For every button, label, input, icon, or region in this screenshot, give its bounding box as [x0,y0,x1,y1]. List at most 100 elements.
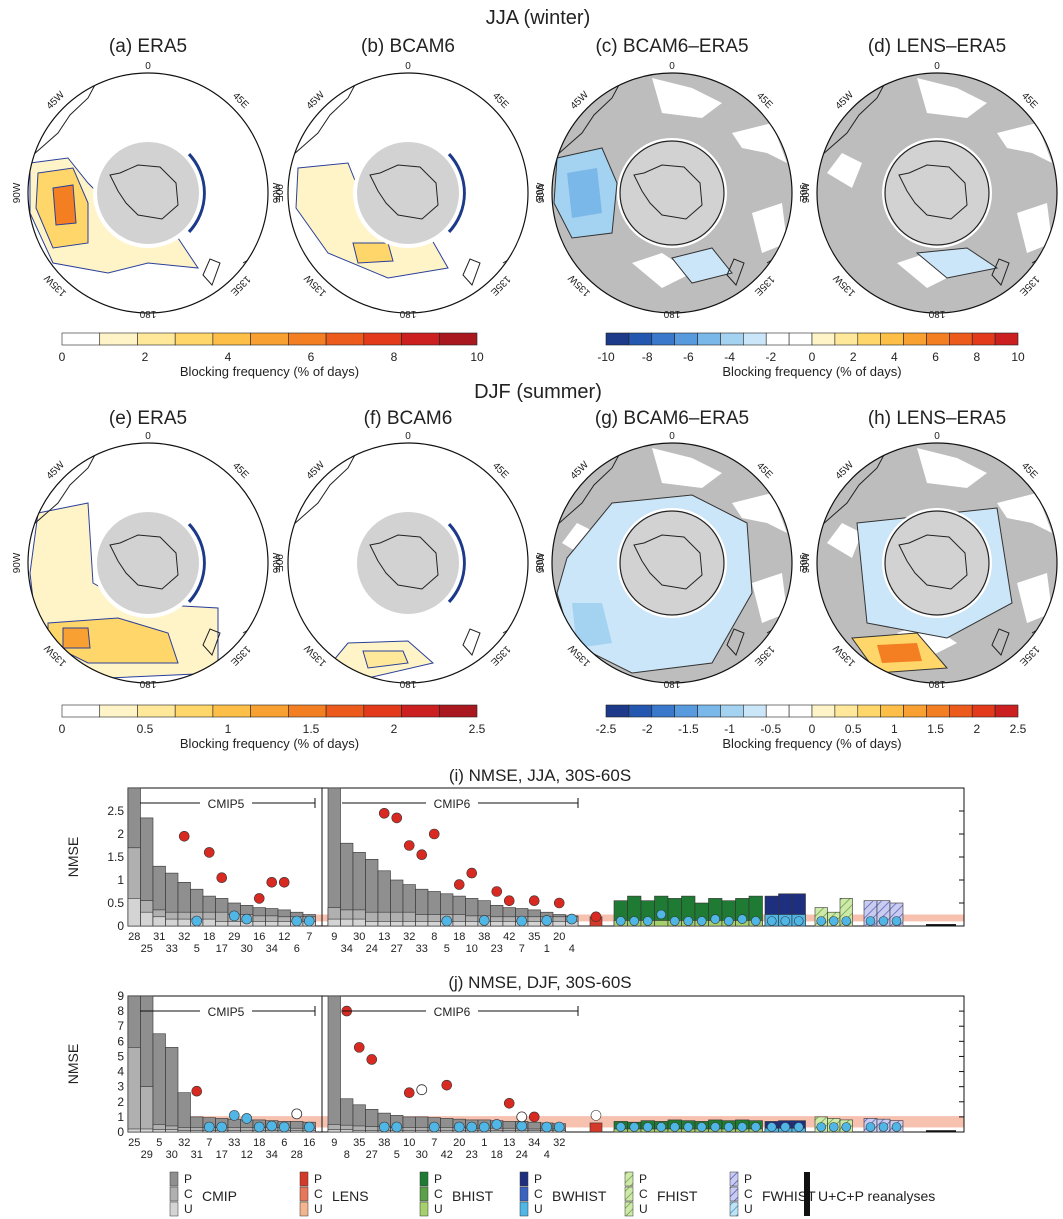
colorbar-label: Blocking frequency (% of days) [722,364,901,379]
lon-label: 90E [797,184,808,202]
y-tick-label: 2.5 [107,804,124,818]
white-marker [291,1108,303,1120]
fwhist-marker [891,1122,902,1132]
lon-label: 90W [801,552,812,573]
legend-swatch [624,1171,634,1187]
plot-frame [127,787,965,927]
bar-legend: PCUCMIPPCULENSPCUBHISTPCUBWHISTPCUFHISTP… [169,1171,935,1217]
plot-frame [127,995,965,1133]
legend-item: PCU FWHIST [729,1171,816,1217]
legend-swatch [519,1171,529,1187]
lon-label: 0 [145,61,151,72]
legend-pcu: C [744,1187,753,1201]
antarctica-coast [369,534,439,590]
legend-item: PCU BWHIST [519,1171,607,1217]
bar-u [152,1129,166,1133]
colorbar-swatch [971,704,996,718]
blue-marker [278,1121,290,1133]
nmse-jja-chart: (i) NMSE, JJA, 30S-60S NMSE 0 0.5 1 1.5 2 2.5 28… [65,766,965,955]
colorbar-swatch [720,332,744,346]
blue-marker [191,915,203,927]
lon-label: 0 [145,431,151,442]
significant-white [827,523,862,558]
model-label: 23 [491,943,503,955]
model-label: 38 [478,931,490,943]
y-tick-label: 6 [117,1034,124,1048]
colorbar-swatch [250,704,289,718]
bhist-marker [669,1122,680,1132]
blue-marker [303,915,315,927]
y-tick-label: 3 [117,1080,124,1094]
model-label: 9 [331,931,337,943]
antarctica-coast [898,534,968,590]
blue-marker [241,913,253,925]
blue-marker [491,1119,503,1130]
colorbar-swatch [697,332,721,346]
y-tick-label: 1.5 [107,850,124,864]
new-zealand-coast [202,628,221,656]
map-title: (f) BCAM6 [364,408,453,429]
model-label: 23 [466,1149,478,1161]
model-label: 18 [491,1149,503,1161]
legend-pcu: C [434,1187,443,1201]
antarctica-coast [109,164,179,220]
colorbar-swatch [880,704,904,718]
bwhist-marker [766,916,777,926]
lon-label: 180 [139,678,156,689]
model-label: 31 [191,1149,203,1161]
bar-u [427,921,441,927]
legend-swatch [419,1171,429,1187]
colorbar-swatch [903,704,927,718]
colorbar-swatch [788,704,813,718]
bar-u [390,921,404,927]
antarctica-mask [95,510,201,616]
legend-swatch [419,1201,429,1217]
bar-u [202,918,216,927]
model-label: 30 [166,1149,178,1161]
blue-marker [541,1121,553,1133]
bracket-label-bg [426,795,478,811]
bracket-label-bg [200,795,252,811]
model-label: 31 [153,931,165,943]
fhist-marker [828,916,839,926]
colorbar-swatch [811,332,836,346]
colorbar-swatch [325,704,365,718]
model-label: 38 [378,1137,390,1149]
bar-u [227,921,241,927]
antarctica-coast [633,164,703,220]
lon-label: 0 [934,61,940,72]
y-tick-label: 2 [117,1095,124,1109]
bar-u [277,921,291,927]
bar-u [140,911,154,927]
red-marker [353,1042,365,1053]
model-label: 9 [331,1137,337,1149]
bar-c [127,1047,141,1133]
blue-marker [228,910,240,922]
red-marker [503,1097,515,1109]
blue-marker [266,1120,278,1132]
red-marker [216,872,228,884]
section-title-djf: DJF (summer) [474,381,602,403]
lon-label: 90W [272,552,283,573]
red-marker [428,828,440,840]
lon-label: 180 [663,308,680,319]
lon-label: 90E [273,554,284,572]
significant-white [827,153,862,188]
colorbar-swatch [651,704,675,718]
blue-marker [216,1121,228,1133]
lon-label: 180 [399,678,416,689]
model-label: 16 [253,931,265,943]
y-tick-label: 0.5 [107,896,124,910]
legend-item: PCU LENS [299,1171,369,1217]
antarctica-coast [369,164,439,220]
bhist-marker [723,1122,734,1132]
colorbar-label: Blocking frequency (% of days) [722,736,901,751]
colorbar-swatch [674,704,698,718]
colorbar-tick: 1 [891,722,898,736]
blue-marker [553,1121,565,1133]
blue-marker [516,1120,528,1132]
